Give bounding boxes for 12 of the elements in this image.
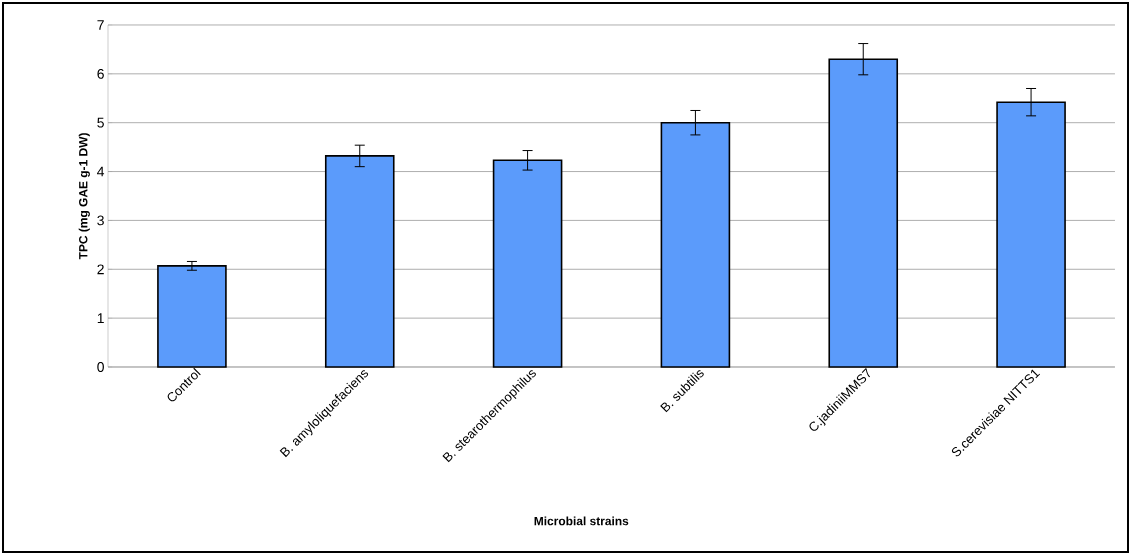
x-axis-title: Microbial strains (534, 516, 629, 526)
y-tick-label: 0 (97, 362, 104, 372)
y-tick-label: 2 (97, 264, 104, 275)
y-tick-label: 4 (97, 166, 105, 177)
bar (157, 265, 227, 368)
y-tick-label: 1 (97, 313, 104, 323)
y-tick-label: 6 (97, 68, 104, 79)
bar (492, 159, 563, 368)
y-tick-label: 7 (97, 20, 104, 30)
y-axis-title: TPC (mg GAE g-1 DW) (78, 133, 90, 260)
y-tick-label: 5 (97, 117, 104, 128)
y-tick-label: 3 (97, 215, 104, 226)
